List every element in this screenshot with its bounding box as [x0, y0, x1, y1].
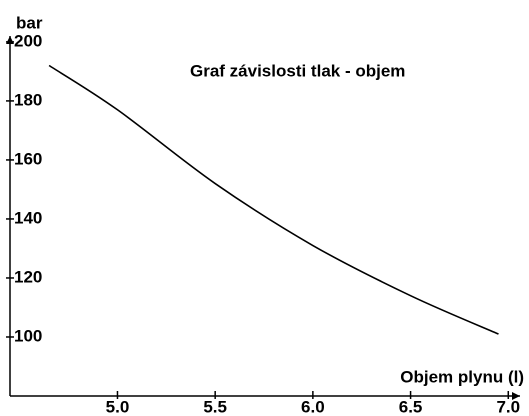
- y-tick-label: 180: [14, 90, 42, 109]
- y-axis-arrow: [6, 36, 14, 44]
- y-tick-label: 120: [14, 267, 42, 286]
- x-tick-label: 5.0: [106, 397, 130, 416]
- x-tick-label: 6.0: [301, 397, 325, 416]
- x-axis-arrow: [512, 392, 520, 400]
- y-axis-label: bar: [16, 13, 43, 32]
- y-tick-label: 140: [14, 208, 42, 227]
- x-tick-label: 7.0: [496, 397, 520, 416]
- x-axis-label: Objem plynu (l): [400, 367, 524, 386]
- x-tick-label: 6.5: [399, 397, 423, 416]
- line: [48, 64, 499, 335]
- x-tick-label: 5.5: [203, 397, 227, 416]
- y-tick-label: 100: [14, 326, 42, 345]
- y-tick-label: 200: [14, 31, 42, 50]
- y-tick-label: 160: [14, 149, 42, 168]
- chart-title: Graf závislosti tlak - objem: [190, 61, 405, 80]
